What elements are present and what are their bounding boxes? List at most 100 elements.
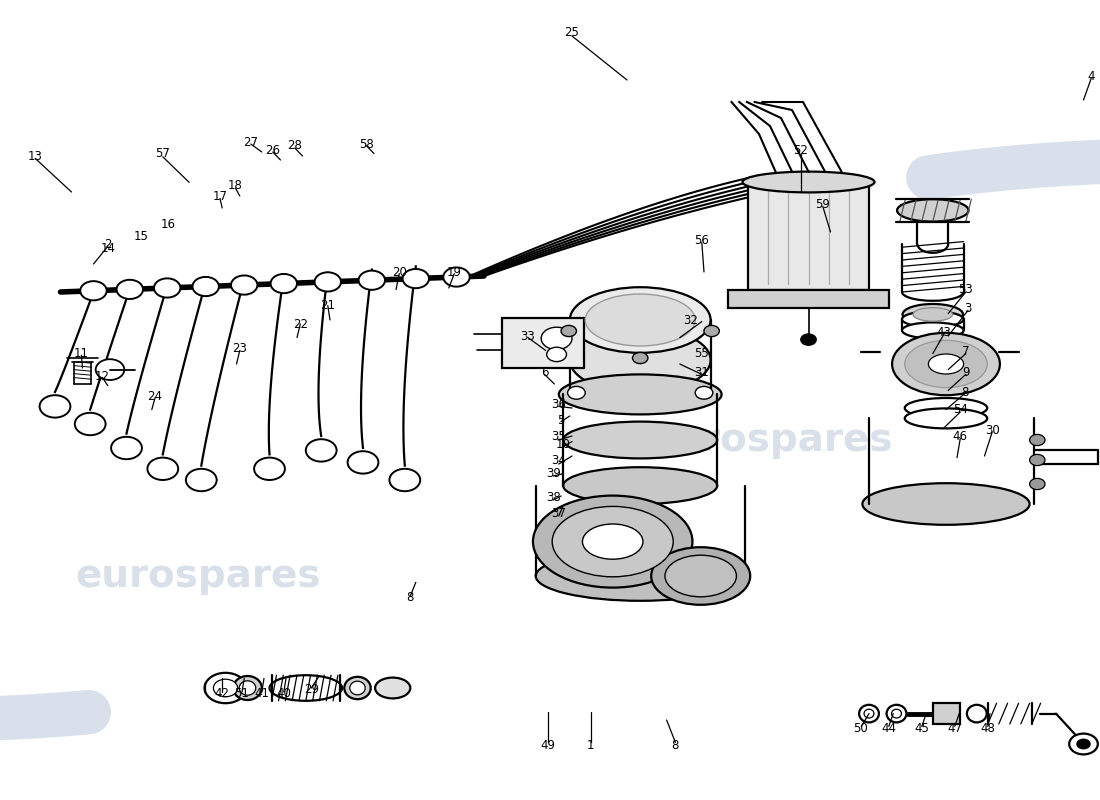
Text: 58: 58 — [359, 138, 374, 150]
Text: 28: 28 — [287, 139, 303, 152]
Text: 44: 44 — [881, 722, 896, 734]
Circle shape — [561, 326, 576, 337]
Bar — [728, 290, 889, 308]
Ellipse shape — [742, 172, 874, 193]
Ellipse shape — [902, 322, 964, 338]
Text: 46: 46 — [953, 430, 968, 442]
Ellipse shape — [892, 333, 1000, 395]
Ellipse shape — [532, 495, 693, 587]
Circle shape — [96, 359, 124, 380]
Circle shape — [117, 280, 143, 299]
Text: eurospares: eurospares — [75, 557, 321, 595]
Circle shape — [315, 272, 341, 291]
Ellipse shape — [570, 327, 711, 393]
Circle shape — [154, 278, 180, 298]
Ellipse shape — [862, 483, 1030, 525]
Text: 18: 18 — [228, 179, 243, 192]
Circle shape — [695, 386, 713, 399]
Text: 41: 41 — [254, 687, 270, 700]
Text: 49: 49 — [540, 739, 556, 752]
Text: 3: 3 — [965, 302, 971, 314]
Text: 39: 39 — [546, 467, 561, 480]
Ellipse shape — [902, 311, 964, 327]
Text: 36: 36 — [551, 398, 566, 410]
Text: 10: 10 — [556, 438, 571, 450]
Text: 42: 42 — [214, 687, 230, 700]
Text: 6: 6 — [541, 366, 548, 378]
Circle shape — [632, 352, 648, 363]
Bar — [502, 318, 584, 368]
Ellipse shape — [892, 709, 902, 718]
Text: 31: 31 — [694, 366, 710, 378]
Text: 59: 59 — [815, 198, 830, 210]
Text: 12: 12 — [95, 370, 110, 382]
Ellipse shape — [904, 398, 988, 418]
Circle shape — [1069, 734, 1098, 754]
Text: 2: 2 — [104, 238, 111, 250]
Ellipse shape — [904, 340, 988, 387]
Text: eurospares: eurospares — [647, 421, 893, 459]
Circle shape — [147, 458, 178, 480]
Text: 51: 51 — [234, 687, 250, 700]
Text: 23: 23 — [232, 342, 248, 354]
Ellipse shape — [559, 374, 722, 414]
Ellipse shape — [233, 676, 262, 700]
Ellipse shape — [570, 287, 711, 353]
Text: 35: 35 — [551, 430, 566, 442]
Circle shape — [254, 458, 285, 480]
Text: 29: 29 — [304, 683, 319, 696]
Ellipse shape — [239, 681, 255, 695]
Ellipse shape — [585, 294, 695, 346]
Bar — [748, 182, 869, 290]
Ellipse shape — [536, 551, 745, 601]
Ellipse shape — [913, 308, 953, 322]
Text: 17: 17 — [212, 190, 228, 202]
Circle shape — [213, 679, 238, 697]
Text: 30: 30 — [984, 424, 1000, 437]
Text: 1: 1 — [587, 739, 594, 752]
Circle shape — [568, 386, 585, 399]
Text: 34: 34 — [551, 454, 566, 466]
Circle shape — [541, 327, 572, 350]
Circle shape — [40, 395, 70, 418]
Text: 38: 38 — [546, 491, 561, 504]
Text: 15: 15 — [133, 230, 148, 242]
Ellipse shape — [563, 467, 717, 504]
Text: 7: 7 — [962, 346, 969, 358]
Text: 57: 57 — [155, 147, 170, 160]
Circle shape — [75, 413, 106, 435]
Text: 26: 26 — [265, 144, 280, 157]
Text: 56: 56 — [694, 234, 710, 246]
Text: 54: 54 — [953, 403, 968, 416]
Circle shape — [192, 277, 219, 296]
Ellipse shape — [865, 709, 874, 718]
Circle shape — [704, 326, 719, 337]
Text: 11: 11 — [74, 347, 89, 360]
Text: 40: 40 — [276, 687, 292, 700]
Circle shape — [801, 334, 816, 346]
Circle shape — [306, 439, 337, 462]
Ellipse shape — [664, 555, 737, 597]
Text: 19: 19 — [447, 266, 462, 278]
Ellipse shape — [904, 408, 988, 429]
Text: 45: 45 — [914, 722, 929, 734]
Text: 8: 8 — [407, 591, 414, 604]
Ellipse shape — [582, 524, 642, 559]
Text: 14: 14 — [100, 242, 116, 254]
Text: 8: 8 — [672, 739, 679, 752]
Text: 48: 48 — [980, 722, 996, 734]
Text: 32: 32 — [683, 314, 698, 326]
Circle shape — [547, 347, 567, 362]
Text: 52: 52 — [793, 144, 808, 157]
Text: 20: 20 — [392, 266, 407, 278]
Ellipse shape — [902, 304, 964, 325]
Text: 4: 4 — [1088, 70, 1094, 82]
Text: 50: 50 — [852, 722, 868, 734]
Ellipse shape — [270, 675, 342, 701]
Text: 47: 47 — [947, 722, 962, 734]
Circle shape — [111, 437, 142, 459]
Circle shape — [1030, 478, 1045, 490]
Text: 5: 5 — [558, 414, 564, 426]
Circle shape — [348, 451, 378, 474]
Circle shape — [80, 281, 107, 300]
